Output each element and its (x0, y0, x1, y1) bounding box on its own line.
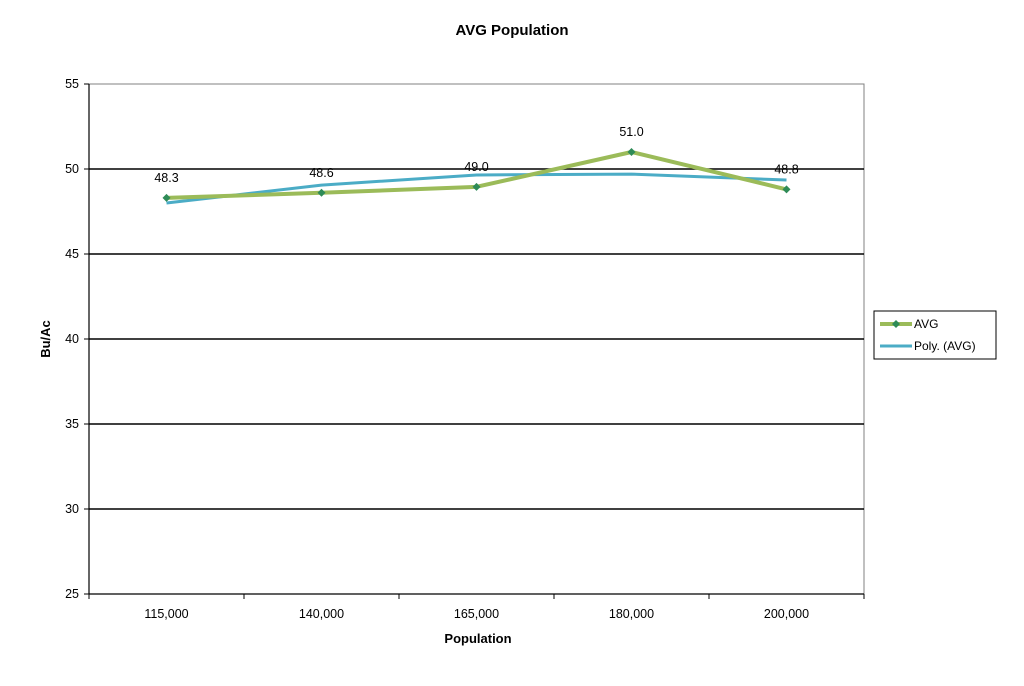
x-tick-label: 140,000 (299, 607, 344, 621)
data-point-avg (472, 182, 481, 191)
data-label-avg: 51.0 (619, 125, 643, 139)
x-axis-title: Population (444, 631, 511, 646)
y-tick-label: 25 (65, 587, 79, 601)
data-label-avg: 48.8 (774, 162, 798, 176)
legend-marker-avg (892, 320, 900, 328)
data-label-avg: 48.6 (309, 166, 333, 180)
series-line-poly-avg (166, 172, 787, 205)
chart-title: AVG Population (455, 22, 568, 39)
legend-label-poly-avg: Poly. (AVG) (914, 339, 976, 353)
y-axis-title: Bu/Ac (38, 320, 53, 358)
y-tick-label: 30 (65, 502, 79, 516)
data-label-avg: 49.0 (464, 160, 488, 174)
data-point-avg (317, 188, 326, 197)
y-tick-label: 50 (65, 162, 79, 176)
x-tick-label: 180,000 (609, 607, 654, 621)
x-tick-label: 115,000 (144, 607, 188, 621)
legend: AVG Poly. (AVG) (873, 310, 997, 360)
data-point-avg (782, 185, 791, 194)
legend-label-avg: AVG (914, 317, 938, 331)
x-tick-label: 200,000 (764, 607, 809, 621)
data-point-avg (627, 148, 636, 156)
data-label-avg: 48.3 (154, 171, 178, 185)
y-tick-label: 55 (65, 77, 79, 91)
x-tick-label: 165,000 (454, 607, 499, 621)
legend-box (873, 310, 997, 360)
y-tick-label: 45 (65, 247, 79, 261)
y-tick-label: 40 (65, 332, 79, 346)
data-point-avg (162, 193, 171, 202)
y-tick-label: 35 (65, 417, 79, 431)
plot-area: 25 30 35 40 45 50 55 115,000 140,000 165,000 180,0… (65, 77, 865, 621)
